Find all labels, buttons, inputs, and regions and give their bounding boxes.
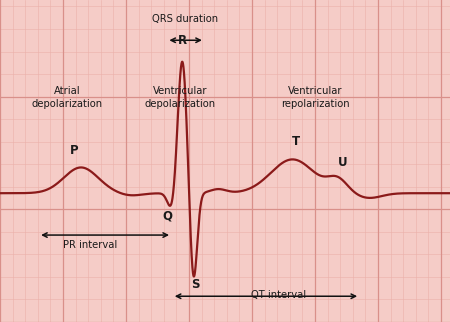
Text: P: P [70, 144, 79, 157]
Text: QRS duration: QRS duration [153, 14, 218, 24]
Text: Atrial
depolarization: Atrial depolarization [32, 86, 103, 109]
Text: R: R [178, 34, 187, 47]
Text: Q: Q [162, 209, 172, 222]
Text: Ventricular
repolarization: Ventricular repolarization [281, 86, 349, 109]
Text: U: U [338, 156, 348, 169]
Text: Ventricular
depolarization: Ventricular depolarization [144, 86, 216, 109]
Text: PR interval: PR interval [63, 240, 117, 250]
Text: S: S [192, 279, 200, 291]
Text: QT interval: QT interval [252, 290, 306, 300]
Text: T: T [292, 135, 300, 148]
